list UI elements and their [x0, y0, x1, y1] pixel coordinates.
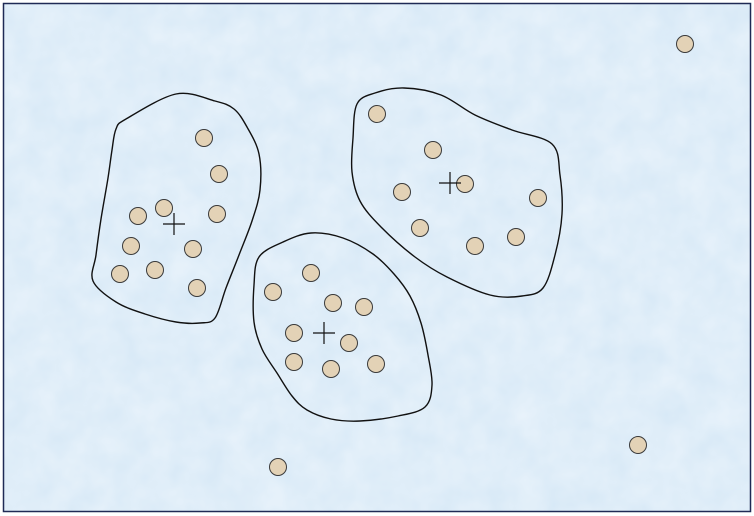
cluster-boundary [91, 92, 262, 325]
centroid-marker [439, 172, 461, 194]
data-point [456, 175, 474, 193]
data-point [529, 189, 547, 207]
outlier-point [629, 436, 647, 454]
data-point [355, 298, 373, 316]
cluster-boundary [350, 87, 563, 298]
centroid-marker [163, 213, 185, 235]
data-point [210, 165, 228, 183]
data-point [466, 237, 484, 255]
cluster-right [350, 87, 563, 298]
data-point [146, 261, 164, 279]
outlier-point [676, 35, 694, 53]
data-point [368, 105, 386, 123]
data-point [507, 228, 525, 246]
cluster-boundary [252, 232, 433, 422]
data-point [188, 279, 206, 297]
clusters-layer [91, 87, 563, 422]
data-point [111, 265, 129, 283]
data-point [122, 237, 140, 255]
data-point [367, 355, 385, 373]
data-point [285, 324, 303, 342]
data-point [195, 129, 213, 147]
data-point [424, 141, 442, 159]
data-point [393, 183, 411, 201]
data-point [129, 207, 147, 225]
cluster-bottom [252, 232, 433, 422]
data-point [184, 240, 202, 258]
outlier-point [269, 458, 287, 476]
data-point [285, 353, 303, 371]
data-point [155, 199, 173, 217]
data-point [302, 264, 320, 282]
data-point [324, 294, 342, 312]
data-point [264, 283, 282, 301]
data-point [411, 219, 429, 237]
outliers-layer [269, 35, 694, 476]
data-point [322, 360, 340, 378]
data-point [208, 205, 226, 223]
cluster-left [91, 92, 262, 325]
data-point [340, 334, 358, 352]
centroid-marker [313, 322, 335, 344]
